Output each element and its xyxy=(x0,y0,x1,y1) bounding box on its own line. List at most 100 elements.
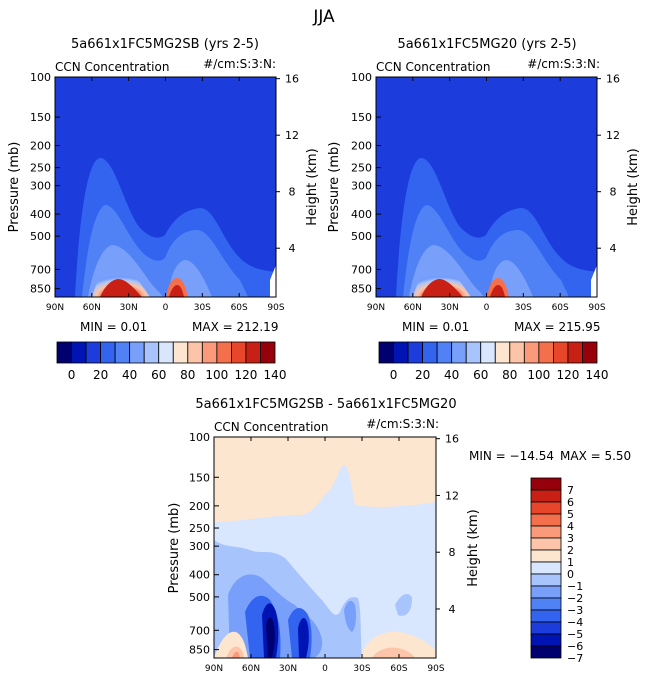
colorbar-swatch xyxy=(114,341,131,364)
colorbar-label: 20 xyxy=(93,368,108,382)
x-tick-label: 0 xyxy=(484,303,490,313)
colorbar-swatch xyxy=(422,341,438,364)
colorbar-label: 5 xyxy=(567,508,574,521)
panel-3-min: MIN = −14.54 xyxy=(469,449,554,463)
colorbar-label: 120 xyxy=(556,368,579,382)
panel-1: 5a661x1FC5MG2SB (yrs 2-5) CCN Concentrat… xyxy=(7,37,320,382)
y-tick-label: 400 xyxy=(189,569,210,582)
panel-2-field-label: CCN Concentration xyxy=(376,60,490,74)
y-right-tick-label: 16 xyxy=(445,433,459,446)
colorbar-swatch xyxy=(143,341,160,364)
y-tick-label: 300 xyxy=(189,540,210,553)
panel-1-field-label: CCN Concentration xyxy=(55,60,169,74)
panel-3-x-axis: 90N 60N 30N 0 30S 60S 90S xyxy=(205,437,445,674)
x-tick-label: 60N xyxy=(404,303,422,313)
x-tick-label: 30N xyxy=(279,664,297,674)
colorbar-swatch xyxy=(538,341,554,364)
y-right-tick-label: 8 xyxy=(610,186,617,199)
x-tick-label: 90N xyxy=(205,664,223,674)
panel-1-y-right-axis: 16 12 8 4 xyxy=(276,73,299,255)
colorbar-label: −4 xyxy=(567,616,583,629)
colorbar-swatch xyxy=(530,597,562,611)
y-tick-label: 100 xyxy=(351,71,372,84)
colorbar-label: 80 xyxy=(502,368,517,382)
y-tick-label: 100 xyxy=(30,71,51,84)
colorbar-label: 60 xyxy=(151,368,166,382)
y-right-tick-label: 12 xyxy=(445,489,459,502)
x-tick-label: 60S xyxy=(552,303,569,313)
colorbar-swatch xyxy=(71,341,87,364)
y-tick-label: 850 xyxy=(189,644,210,657)
panel-3-y-axis: 100 150 200 250 300 400 500 700 850 xyxy=(189,431,219,657)
colorbar-label: 120 xyxy=(234,368,257,382)
y-tick-label: 200 xyxy=(351,140,372,153)
colorbar-swatch xyxy=(530,645,562,659)
colorbar-swatch xyxy=(582,341,598,364)
y-right-tick-label: 4 xyxy=(449,603,456,616)
colorbar-swatch xyxy=(260,341,276,364)
panel-3-max: MAX = 5.50 xyxy=(560,449,631,463)
colorbar-swatch xyxy=(509,341,525,364)
panel-3-ylabel-right: Height (km) xyxy=(466,509,481,586)
colorbar-swatch xyxy=(530,621,562,635)
colorbar-label: 1 xyxy=(567,556,574,569)
y-tick-label: 500 xyxy=(30,230,51,243)
panel-2-title: 5a661x1FC5MG20 (yrs 2-5) xyxy=(397,37,576,52)
panel-1-field xyxy=(55,77,276,297)
colorbar-swatch xyxy=(187,341,203,364)
colorbar-swatch xyxy=(465,341,482,364)
x-tick-label: 60N xyxy=(242,664,260,674)
colorbar-label: 40 xyxy=(444,368,459,382)
colorbar-swatch xyxy=(530,513,562,527)
colorbar-swatch xyxy=(216,341,232,364)
colorbar-label: −1 xyxy=(567,580,583,593)
panel-3-field-label: CCN Concentration xyxy=(214,420,328,434)
panel-1-ylabel: Pressure (mb) xyxy=(7,142,22,233)
x-tick-label: 0 xyxy=(163,303,169,313)
colorbar-swatch xyxy=(129,341,145,364)
x-tick-label: 0 xyxy=(322,664,328,674)
colorbar-swatch xyxy=(530,477,562,491)
panel-3-field xyxy=(214,437,436,658)
panel-3-title: 5a661x1FC5MG2SB - 5a661x1FC5MG20 xyxy=(195,397,456,412)
x-tick-label: 90S xyxy=(427,664,444,674)
colorbar-label: 100 xyxy=(205,368,228,382)
colorbar-swatch xyxy=(530,633,562,647)
x-tick-label: 30N xyxy=(441,303,459,313)
colorbar-swatch xyxy=(393,341,409,364)
colorbar-swatch xyxy=(494,341,511,364)
colorbar-swatch xyxy=(567,341,583,364)
colorbar-label: 20 xyxy=(415,368,430,382)
colorbar-swatch xyxy=(436,341,453,364)
colorbar-label: 140 xyxy=(586,368,609,382)
colorbar-swatch xyxy=(230,341,247,364)
colorbar-swatch xyxy=(201,341,218,364)
colorbar-label: 0 xyxy=(567,568,574,581)
panel-1-units-label: #/cm:S:3:N: xyxy=(203,57,276,71)
panel-2: 5a661x1FC5MG20 (yrs 2-5) CCN Concentrati… xyxy=(327,37,641,382)
colorbar-label: 100 xyxy=(527,368,550,382)
panel-2-field xyxy=(376,77,597,297)
colorbar-label: 3 xyxy=(567,532,574,545)
x-tick-label: 60N xyxy=(83,303,101,313)
colorbar-swatch xyxy=(530,501,562,515)
colorbar-label: 7 xyxy=(567,484,574,497)
y-tick-label: 500 xyxy=(351,230,372,243)
colorbar-swatch xyxy=(530,609,562,623)
panel-3-y-right-axis: 16 12 8 4 xyxy=(436,433,459,616)
y-tick-label: 150 xyxy=(30,111,51,124)
y-tick-label: 500 xyxy=(189,591,210,604)
colorbar-label: −7 xyxy=(567,652,583,665)
y-tick-label: 700 xyxy=(189,624,210,637)
y-tick-label: 300 xyxy=(351,180,372,193)
colorbar-swatch xyxy=(378,341,394,364)
y-right-tick-label: 12 xyxy=(606,129,620,142)
colorbar-swatch xyxy=(100,341,116,364)
panel-2-colorbar: 0 20 40 60 80 100 120 140 xyxy=(378,341,609,382)
y-right-tick-label: 8 xyxy=(289,186,296,199)
y-tick-label: 850 xyxy=(30,283,51,296)
panel-2-ylabel: Pressure (mb) xyxy=(327,142,342,233)
panel-3-units-label: #/cm:S:3:N: xyxy=(366,417,439,431)
